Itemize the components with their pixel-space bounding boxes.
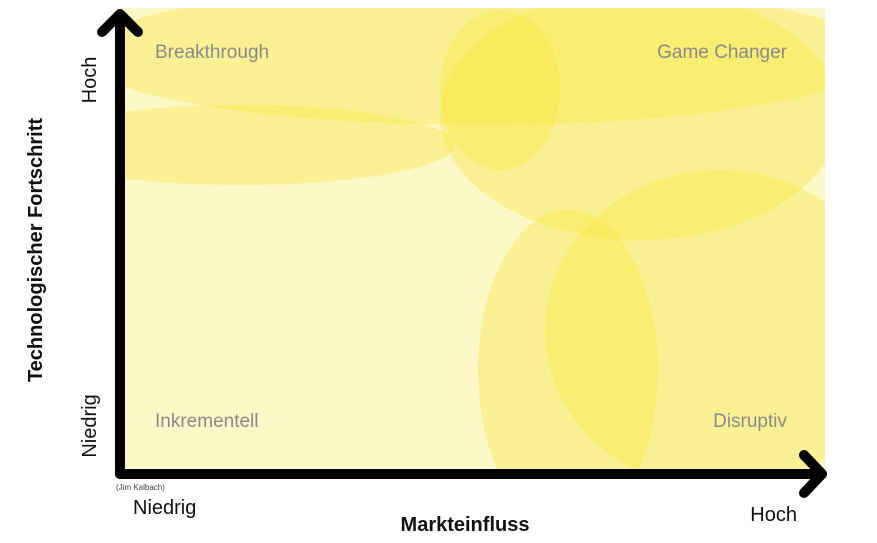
ellipse-upper-middle	[440, 10, 560, 170]
ellipse-disruptive	[478, 210, 658, 473]
quadrant-label-breakthrough: Breakthrough	[155, 42, 269, 63]
ellipse-game-changer	[440, 8, 825, 240]
quadrant-label-inkrementell: Inkrementell	[155, 411, 259, 432]
overlap-ellipses	[120, 8, 825, 473]
plot-background	[120, 8, 825, 473]
ellipse-top-band	[120, 8, 825, 125]
quadrant-label-disruptiv: Disruptiv	[713, 411, 787, 432]
ellipse-right-band	[545, 170, 825, 473]
y-axis-arrowhead	[97, 9, 143, 37]
x-axis-title: Markteinfluss	[401, 514, 530, 536]
x-axis-arrowhead	[799, 450, 827, 498]
axes	[97, 9, 827, 498]
quadrant-label-game-changer: Game Changer	[657, 42, 788, 63]
credit-label: (Jim Kalbach)	[116, 483, 165, 492]
x-axis-low-label: Niedrig	[133, 497, 196, 519]
y-axis-high-label: Hoch	[79, 57, 101, 104]
y-axis-low-label: Niedrig	[79, 394, 101, 457]
x-axis-high-label: Hoch	[750, 504, 797, 526]
ellipse-left-breakthrough	[120, 105, 455, 185]
y-axis-title: Technologischer Fortschritt	[25, 118, 47, 382]
